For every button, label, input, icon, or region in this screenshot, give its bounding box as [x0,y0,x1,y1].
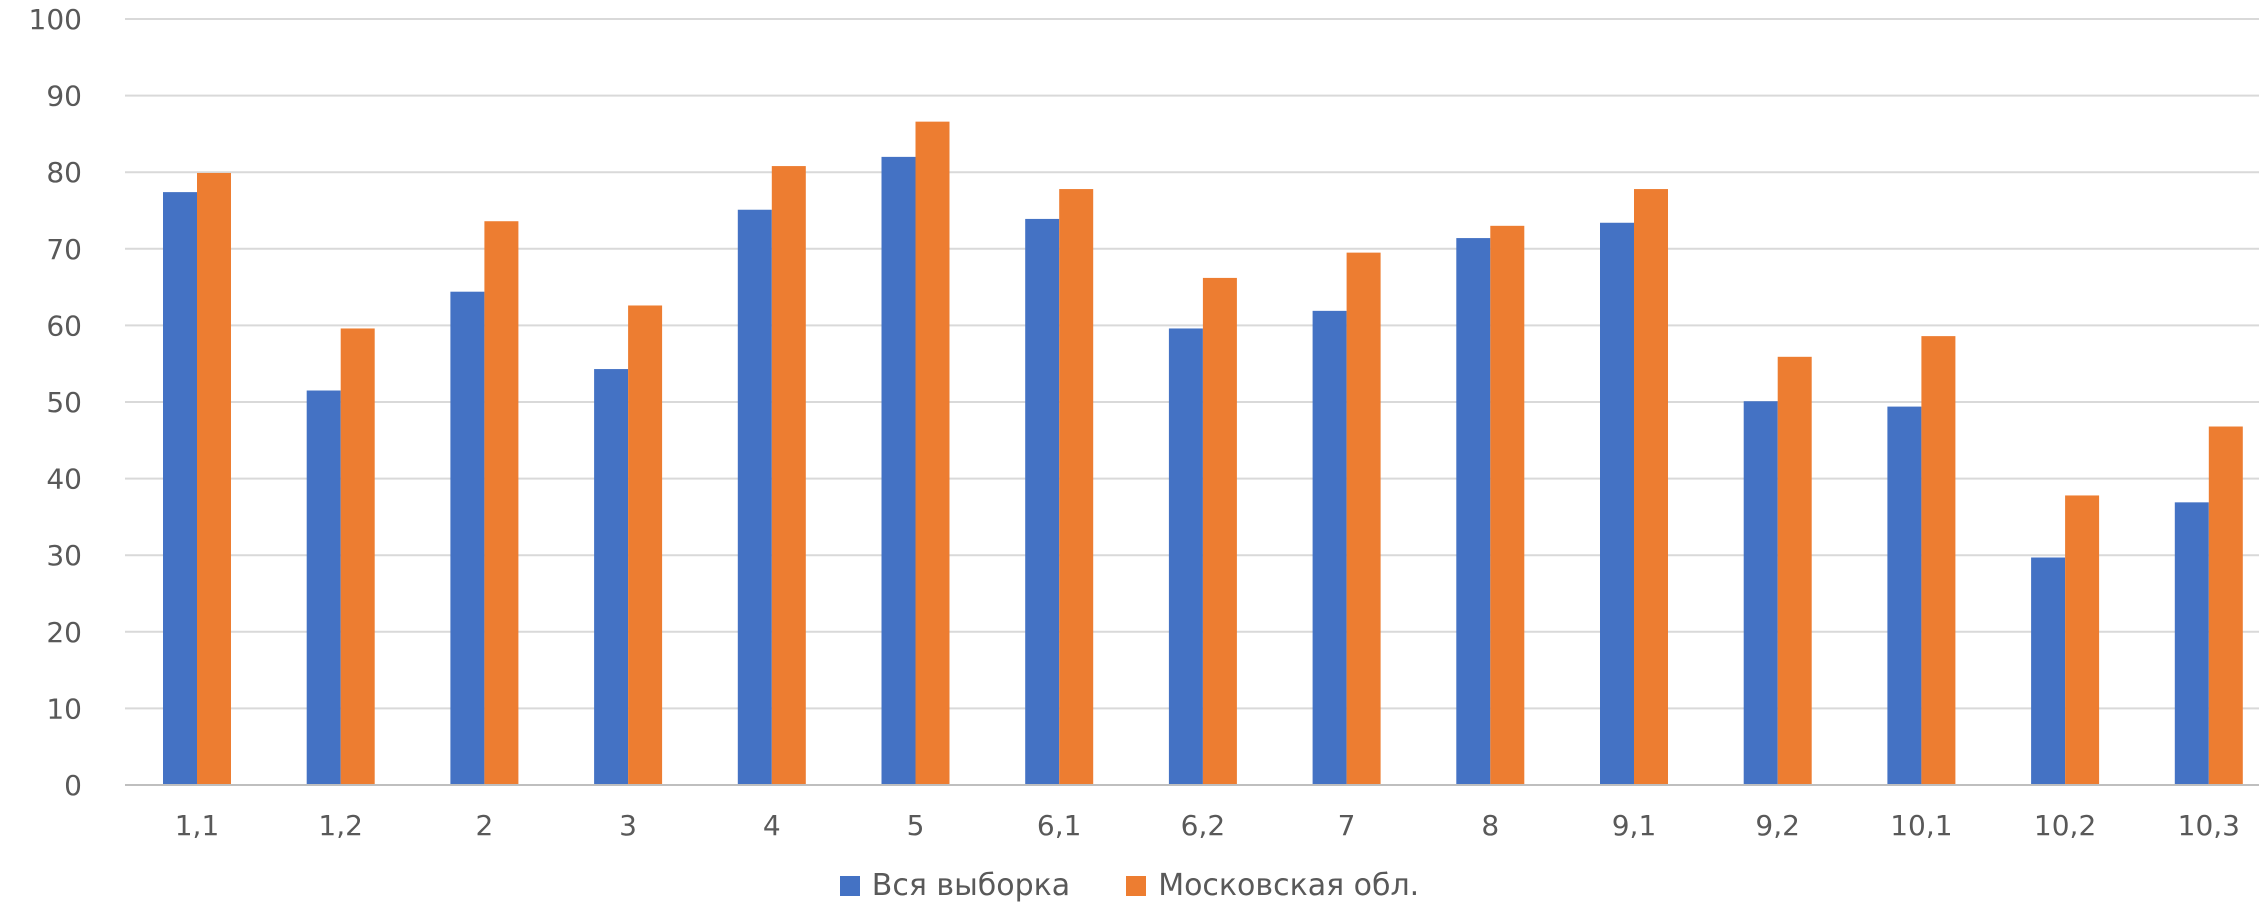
bar-series-2-1,1[interactable] [197,172,231,785]
bar-series-1-10,2[interactable] [2031,557,2066,785]
y-tick-label: 90 [46,80,82,113]
bar-series-1-7[interactable] [1312,310,1347,785]
bar-series-2-10,3[interactable] [2208,426,2243,785]
x-tick-label: 7 [1338,809,1356,842]
legend-item-series-2[interactable]: Московская обл. [1126,868,1419,903]
bar-series-2-3[interactable] [628,305,663,785]
bar-series-2-10,1[interactable] [1921,336,1956,785]
bar-series-2-9,1[interactable] [1634,189,1668,785]
bar-series-1-1,2[interactable] [306,390,341,785]
legend: Вся выборка Московская обл. [0,868,2259,903]
bar-series-1-10,1[interactable] [1887,406,1922,785]
y-tick-label: 30 [46,539,82,572]
legend-swatch-series-2 [1126,875,1147,896]
bar-series-1-9,2[interactable] [1743,401,1778,785]
y-tick-label: 60 [46,309,82,342]
bar-series-2-9,2[interactable] [1777,356,1812,785]
x-tick-label: 10,1 [1890,809,1952,842]
legend-label-series-2: Московская обл. [1158,868,1420,903]
x-tick-label: 10,2 [2034,809,2096,842]
bar-series-2-2[interactable] [484,221,519,785]
x-tick-labels: 1,1 1,2 2 3 4 5 6,1 6,2 7 8 9,1 9,2 10,1 10,2 10,3 [175,809,2240,842]
bar-series-2-6,1[interactable] [1059,189,1094,785]
bar-series-2-6,2[interactable] [1202,277,1237,785]
bar-series-1-5[interactable] [881,156,916,785]
x-tick-label: 4 [763,809,781,842]
x-tick-label: 1,1 [175,809,220,842]
x-tick-label: 5 [907,809,925,842]
legend-item-series-1[interactable]: Вся выборка [839,868,1071,903]
x-tick-label: 6,2 [1181,809,1226,842]
bar-series-1-4[interactable] [737,209,772,785]
bar-series-1-2[interactable] [450,291,485,785]
bar-series-2-7[interactable] [1346,252,1381,785]
bar-series-1-3[interactable] [594,369,629,785]
bar-series-2-1,2[interactable] [340,328,375,785]
x-tick-label: 6,1 [1037,809,1082,842]
bar-series-2-10,2[interactable] [2065,495,2100,785]
bar-series-1-1,1[interactable] [163,192,197,786]
y-tick-label: 10 [46,692,82,725]
bar-series-1-9,1[interactable] [1600,222,1634,786]
y-tick-label: 80 [46,156,82,189]
legend-swatch-series-1 [839,875,860,896]
bars [163,121,2243,786]
y-tick-labels: 0 10 20 30 40 50 60 70 80 90 100 [29,3,82,802]
x-tick-label: 1,2 [318,809,363,842]
x-tick-label: 9,1 [1612,809,1657,842]
legend-label-series-1: Вся выборка [871,868,1071,903]
y-tick-label: 40 [46,463,82,496]
bar-series-2-5[interactable] [915,121,950,786]
y-tick-label: 100 [29,3,82,36]
y-tick-label: 0 [64,769,82,802]
bar-series-2-8[interactable] [1490,225,1525,785]
bar-series-2-4[interactable] [771,166,806,785]
bar-series-1-8[interactable] [1456,238,1491,786]
y-tick-label: 20 [46,616,82,649]
x-tick-label: 10,3 [2178,809,2240,842]
x-tick-label: 9,2 [1755,809,1800,842]
y-tick-label: 70 [46,233,82,266]
bar-series-1-10,3[interactable] [2174,502,2209,785]
bar-series-1-6,2[interactable] [1168,328,1203,785]
y-tick-label: 50 [46,386,82,419]
x-tick-label: 2 [475,809,493,842]
x-tick-label: 8 [1481,809,1499,842]
x-tick-label: 3 [619,809,637,842]
bar-series-1-6,1[interactable] [1025,218,1060,785]
